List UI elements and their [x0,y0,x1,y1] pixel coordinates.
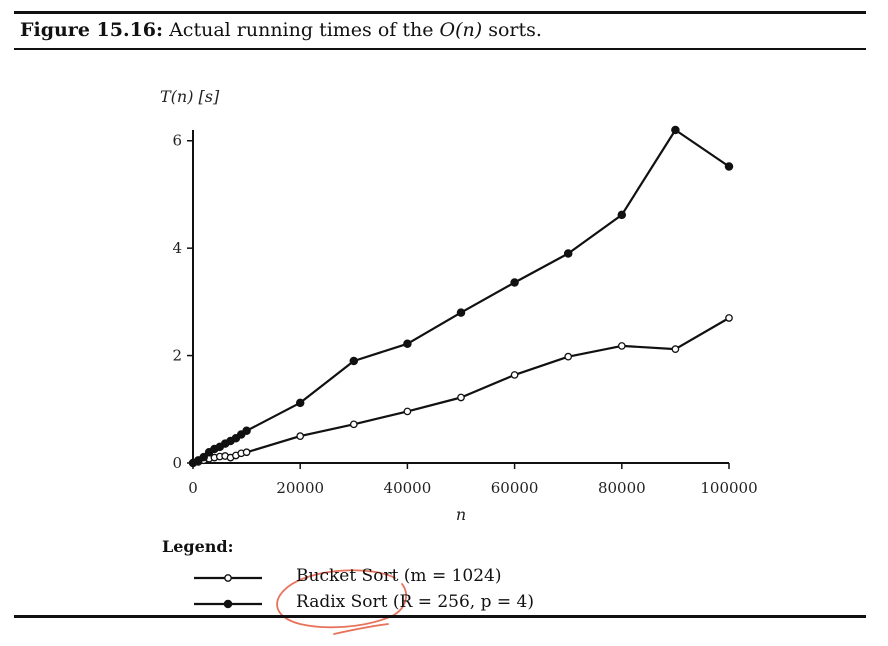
bucket-sort-point [725,314,733,322]
legend-label-bucket-sort: Bucket Sort (m = 1024) [296,566,502,586]
caption-text-after: sorts. [488,19,542,41]
bottom-rule [14,615,866,618]
y-tick-label: 2 [172,347,182,365]
bucket-sort-point [671,345,680,353]
radix-sort-point [295,398,305,408]
radix-sort-line [192,128,730,464]
x-tick-label: 80000 [598,479,646,497]
figure-label: Figure 15.16: [20,19,164,41]
radix-sort-point [403,339,412,349]
radix-sort-point [199,452,208,462]
caption-math: O(n) [439,19,483,41]
legend-label-radix-sort: Radix Sort (R = 256, p = 4) [296,592,534,612]
handwritten-underline-mark [333,623,389,635]
bucket-sort-point [296,432,305,440]
radix-sort-point [671,125,680,135]
legend-title: Legend: [162,537,234,556]
legend-marker-bucket-sort [224,574,232,582]
x-tick-label: 0 [188,479,198,497]
radix-sort-point [242,426,251,436]
figure-caption: Figure 15.16: Actual running times of th… [20,19,542,41]
caption-text-before: Actual running times of the [169,19,434,41]
y-tick-label: 6 [172,132,182,150]
top-rule [14,11,866,14]
bucket-sort-point [617,342,626,350]
handwritten-circle-mark [276,569,407,629]
bucket-sort-point [564,352,573,361]
bucket-sort-point [403,407,412,416]
radix-sort-point [563,249,573,258]
y-axis-title: T(n) [s] [160,87,220,106]
radix-sort-point [456,308,466,317]
y-tick-label: 4 [172,239,182,257]
bucket-sort-point [349,420,358,429]
radix-sort-point [617,210,627,220]
x-tick-label: 100000 [700,479,757,497]
y-tick-label: 0 [172,454,182,472]
radix-sort-point [510,278,519,287]
bucket-sort-point [242,448,251,457]
radix-sort-point [349,356,359,366]
x-axis-title: n [456,505,466,524]
caption-rule [14,48,866,50]
legend-marker-radix-sort [223,599,233,609]
x-tick-label: 20000 [276,479,324,497]
bucket-sort-point [510,371,519,379]
bucket-sort-point [457,393,465,402]
radix-sort-point [724,162,734,171]
x-tick-label: 60000 [491,479,539,497]
bucket-sort-line [192,317,730,465]
x-tick-label: 40000 [384,479,432,497]
